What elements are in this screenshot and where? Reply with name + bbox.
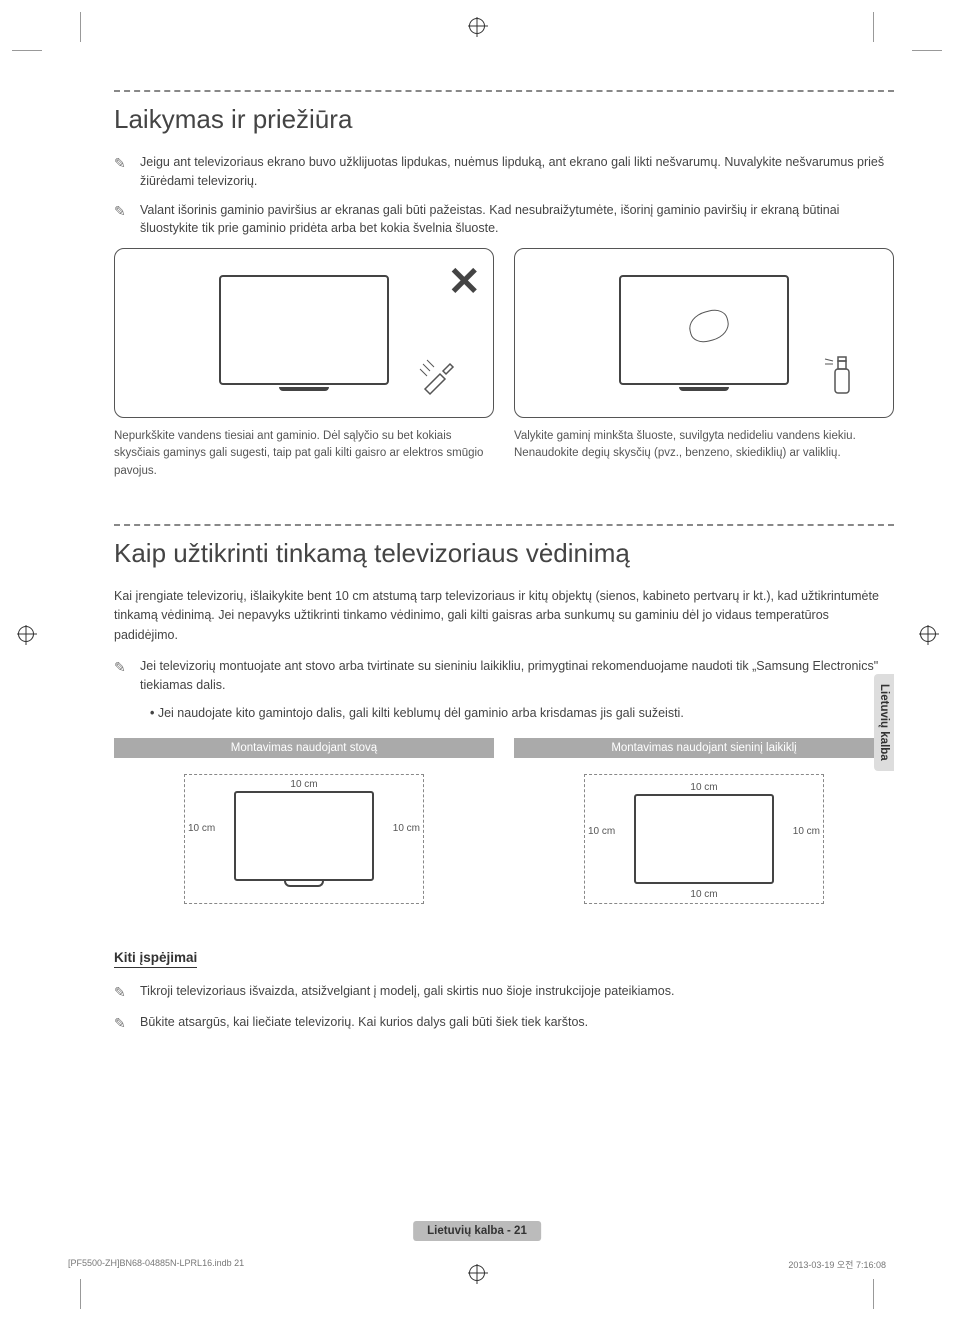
dimension-label: 10 cm — [588, 826, 615, 837]
diagram-wallmount: Montavimas naudojant sieninį laikiklį 10… — [514, 738, 894, 914]
illustration-col: ✕ Nepurkškite vandens tiesiai ant gamini… — [114, 248, 494, 480]
note-icon: ✎ — [114, 201, 132, 239]
diagram-title: Montavimas naudojant sieninį laikiklį — [514, 738, 894, 758]
note-item: ✎ Jei televizorių montuojate ant stovo a… — [114, 657, 894, 695]
diagram-body: 10 cm 10 cm 10 cm — [114, 764, 494, 914]
page-number-badge: Lietuvių kalba - 21 — [413, 1221, 541, 1241]
spray-hand-icon — [415, 349, 465, 399]
dimension-label: 10 cm — [793, 826, 820, 837]
x-mark-icon: ✕ — [447, 259, 481, 305]
footer-meta: [PF5500-ZH]BN68-04885N-LPRL16.indb 21 20… — [68, 1258, 886, 1271]
note-item: ✎ Valant išorinis gaminio paviršius ar e… — [114, 201, 894, 239]
note-item: ✎ Tikroji televizoriaus išvaizda, atsižv… — [114, 982, 894, 1003]
diagram-row: Montavimas naudojant stovą 10 cm 10 cm 1… — [114, 738, 894, 914]
dimension-label: 10 cm — [290, 779, 317, 790]
tv-icon: 10 cm 10 cm 10 cm — [234, 791, 374, 881]
footer-timestamp: 2013-03-19 오전 7:16:08 — [788, 1258, 886, 1271]
note-icon: ✎ — [114, 657, 132, 695]
tv-stand-icon — [679, 387, 729, 391]
trim-line — [873, 1279, 874, 1309]
note-item: ✎ Jeigu ant televizoriaus ekrano buvo už… — [114, 153, 894, 191]
tv-stand-icon — [279, 387, 329, 391]
note-text: Valant išorinis gaminio paviršius ar ekr… — [140, 201, 894, 239]
dimension-label: 10 cm — [393, 823, 420, 834]
illustration-caption: Valykite gaminį minkšta šluoste, suvilgy… — [514, 428, 894, 463]
illustration-spray-wrong: ✕ — [114, 248, 494, 418]
subheading: Kiti įspėjimai — [114, 950, 197, 968]
tv-icon: 10 cm 10 cm 10 cm 10 cm — [634, 794, 774, 884]
diagram-stand: Montavimas naudojant stovą 10 cm 10 cm 1… — [114, 738, 494, 914]
section2: Kaip užtikrinti tinkamą televizoriaus vė… — [114, 524, 894, 1034]
dimension-label: 10 cm — [690, 889, 717, 900]
section-heading: Kaip užtikrinti tinkamą televizoriaus vė… — [114, 524, 894, 569]
note-icon: ✎ — [114, 982, 132, 1003]
illustration-caption: Nepurkškite vandens tiesiai ant gaminio.… — [114, 428, 494, 480]
diagram-title: Montavimas naudojant stovą — [114, 738, 494, 758]
trim-line — [80, 1279, 81, 1309]
dimension-label: 10 cm — [188, 823, 215, 834]
illustration-cloth-correct — [514, 248, 894, 418]
section-heading: Laikymas ir priežiūra — [114, 90, 894, 135]
footer-filename: [PF5500-ZH]BN68-04885N-LPRL16.indb 21 — [68, 1258, 244, 1271]
dimension-label: 10 cm — [690, 782, 717, 793]
spray-bottle-icon — [815, 349, 865, 399]
illustration-row: ✕ Nepurkškite vandens tiesiai ant gamini… — [114, 248, 894, 480]
tv-icon — [219, 275, 389, 385]
note-text: Jeigu ant televizoriaus ekrano buvo užkl… — [140, 153, 894, 191]
note-text: Tikroji televizoriaus išvaizda, atsižvel… — [140, 982, 674, 1003]
note-text: Jei televizorių montuojate ant stovo arb… — [140, 657, 894, 695]
note-text: Būkite atsargūs, kai liečiate televizori… — [140, 1013, 588, 1034]
tv-stand-icon — [284, 881, 324, 887]
body-text: Kai įrengiate televizorių, išlaikykite b… — [114, 587, 894, 645]
illustration-col: Valykite gaminį minkšta šluoste, suvilgy… — [514, 248, 894, 480]
note-icon: ✎ — [114, 1013, 132, 1034]
diagram-body: 10 cm 10 cm 10 cm 10 cm — [514, 764, 894, 914]
language-tab: Lietuvių kalba — [874, 674, 894, 771]
sub-bullet: Jei naudojate kito gamintojo dalis, gali… — [150, 704, 894, 723]
note-icon: ✎ — [114, 153, 132, 191]
note-item: ✎ Būkite atsargūs, kai liečiate televizo… — [114, 1013, 894, 1034]
page-content: Laikymas ir priežiūra ✎ Jeigu ant televi… — [0, 0, 954, 1104]
